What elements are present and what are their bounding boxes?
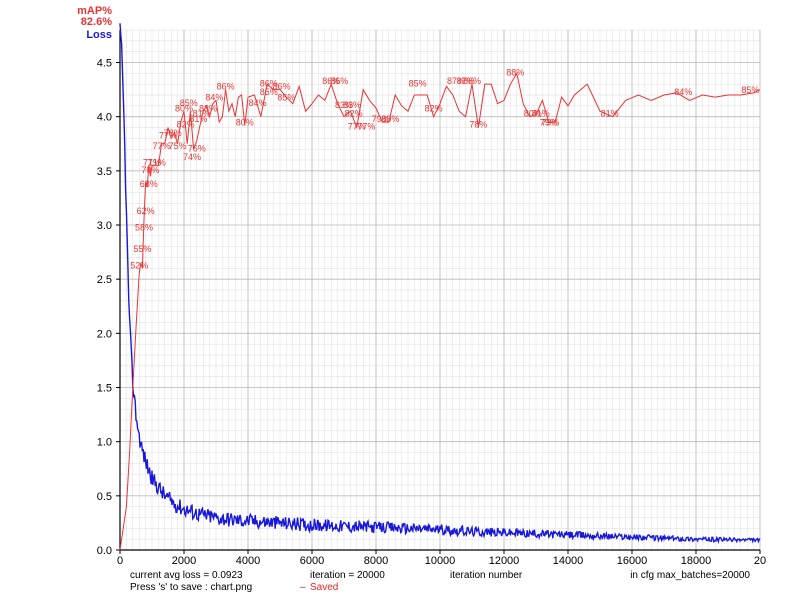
map-header-value: 82.6% (81, 16, 112, 28)
map-point-label: 58% (135, 222, 153, 232)
loss-header-label: Loss (86, 29, 112, 41)
footer-iteration: iteration = 20000 (310, 570, 385, 581)
footer-saved: Saved (310, 582, 338, 593)
y-tick-label: 1.0 (97, 437, 112, 449)
y-tick-label: 4.0 (97, 112, 112, 124)
map-point-label: 75% (169, 141, 187, 151)
x-tick-label: 12000 (489, 555, 520, 567)
y-tick-label: 0.0 (97, 545, 112, 557)
map-point-label: 74% (183, 152, 201, 162)
y-tick-label: 0.5 (97, 491, 112, 503)
footer-max-batches: in cfg max_batches=20000 (630, 570, 750, 581)
map-point-label: 79% (541, 117, 559, 127)
footer-saved-dash: – (300, 582, 306, 593)
x-tick-label: 0 (117, 555, 123, 567)
map-point-label: 86% (463, 76, 481, 86)
y-tick-label: 4.5 (97, 58, 112, 70)
x-tick-label: 6000 (300, 555, 324, 567)
x-tick-label: 18000 (681, 555, 712, 567)
map-point-label: 80% (236, 117, 254, 127)
map-point-label: 71% (148, 157, 166, 167)
training-chart: 0.0 0.5 1.0 1.5 2.0 2.5 3.0 3.5 4.0 4.5 0 2000 4000 6… (0, 0, 800, 600)
map-point-label: 76% (188, 143, 206, 153)
map-point-label: 88% (506, 68, 524, 78)
map-point-label: 78% (469, 120, 487, 130)
x-tick-label: 16000 (617, 555, 648, 567)
x-tick-label: 20 (754, 555, 766, 567)
y-tick-label: 2.5 (97, 274, 112, 286)
x-tick-label: 2000 (172, 555, 196, 567)
map-point-label: 68% (140, 179, 158, 189)
map-point-label: 82% (425, 103, 443, 113)
map-point-label: 80% (381, 114, 399, 124)
x-axis-label: iteration number (450, 570, 523, 581)
footer-avg-loss: current avg loss = 0.0923 (130, 570, 243, 581)
map-point-label: 81% (601, 109, 619, 119)
map-point-label: 86% (330, 76, 348, 86)
map-point-label: 86% (217, 82, 235, 92)
x-tick-label: 8000 (364, 555, 388, 567)
x-tick-label: 4000 (236, 555, 260, 567)
map-point-label: 82% (345, 109, 363, 119)
map-point-label: 84% (205, 92, 223, 102)
map-point-label: 78% (164, 128, 182, 138)
x-tick-label: 14000 (553, 555, 584, 567)
map-point-label: 52% (130, 260, 148, 270)
map-point-label: 62% (137, 206, 155, 216)
footer-save-hint: Press 's' to save : chart.png (130, 582, 252, 593)
map-point-label: 85% (180, 98, 198, 108)
map-point-label: 84% (674, 87, 692, 97)
map-point-label: 85% (277, 92, 295, 102)
y-tick-label: 3.5 (97, 166, 112, 178)
map-point-label: 85% (741, 85, 759, 95)
map-point-label: 55% (133, 244, 151, 254)
map-point-label: 83% (199, 103, 217, 113)
y-tick-label: 3.0 (97, 220, 112, 232)
y-tick-label: 2.0 (97, 328, 112, 340)
map-point-label: 85% (409, 78, 427, 88)
y-tick-label: 1.5 (97, 383, 112, 395)
map-point-label: 86% (273, 82, 291, 92)
x-tick-label: 10000 (425, 555, 456, 567)
map-point-label: 84% (249, 98, 267, 108)
